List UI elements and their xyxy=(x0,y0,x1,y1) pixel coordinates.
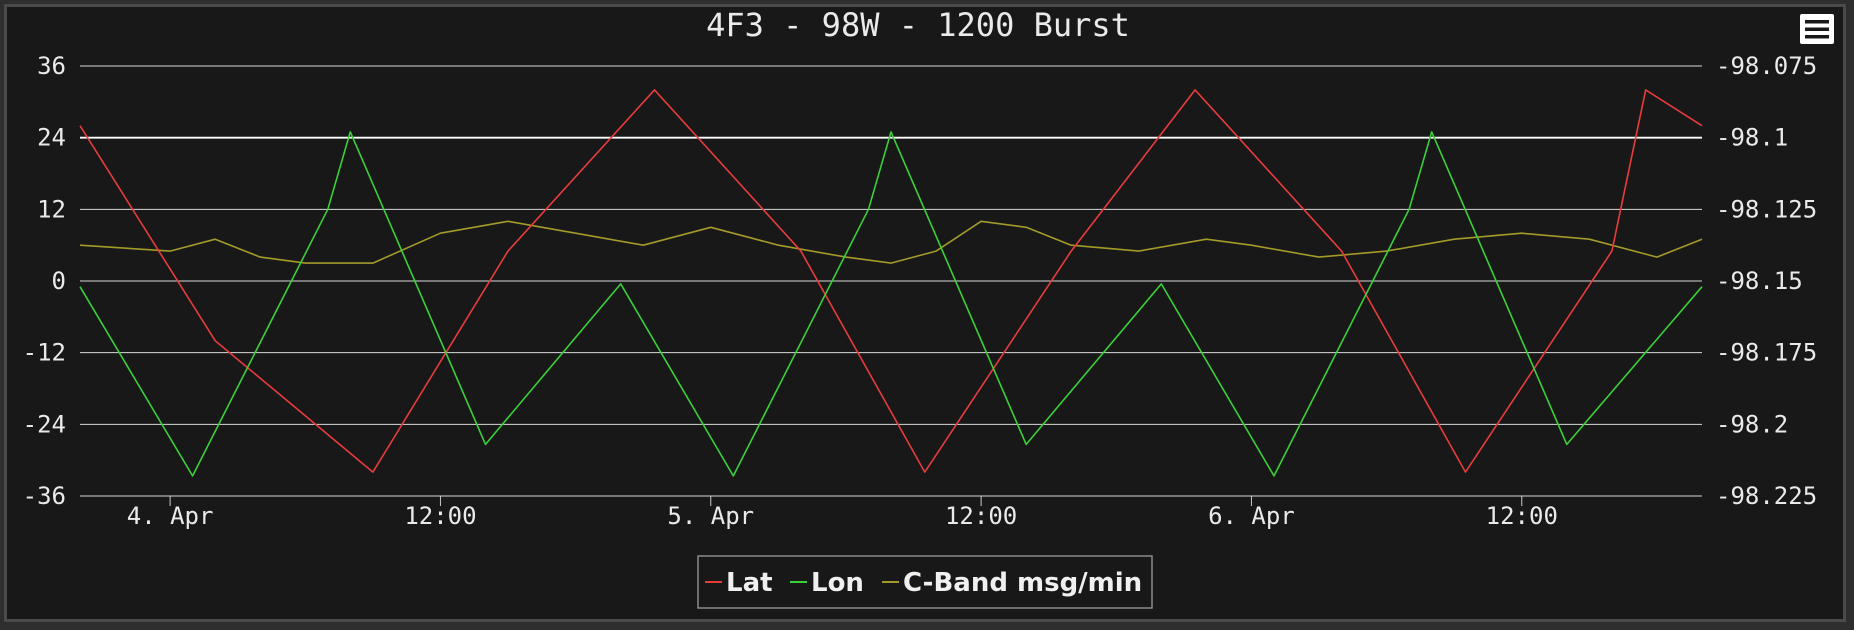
legend-label-lon: Lon xyxy=(811,568,864,598)
y-right-tick-label: -98.075 xyxy=(1716,52,1817,80)
series-line-lon xyxy=(79,131,1703,477)
y-right-tick-label: -98.175 xyxy=(1716,339,1817,367)
y-right-tick-label: -98.125 xyxy=(1716,195,1817,223)
plot-area xyxy=(79,89,1703,477)
grid-lines xyxy=(80,65,1702,497)
hamburger-icon[interactable] xyxy=(1805,20,1829,39)
series-line-c-band-msg-min xyxy=(79,220,1703,264)
legend: Lat Lon C-Band msg/min xyxy=(697,555,1153,609)
y-right-tick-label: -98.1 xyxy=(1716,124,1788,152)
hamburger-line-middle xyxy=(1805,27,1829,31)
y-right-tick-label: -98.225 xyxy=(1716,482,1817,510)
y-left-tick-label: 24 xyxy=(37,124,66,152)
y-left-tick-label: -36 xyxy=(23,482,66,510)
y-axis-left: 36 24 12 0 -12 -24 -36 xyxy=(23,52,66,510)
y-left-tick-label: 0 xyxy=(52,267,66,295)
y-left-tick-label: -12 xyxy=(23,339,66,367)
series-line-lat xyxy=(79,89,1703,473)
y-axis-right: -98.075 -98.1 -98.125 -98.15 -98.175 -98.2 -98… xyxy=(1716,52,1817,510)
y-left-tick-label: -24 xyxy=(23,410,66,438)
x-tick-label: 5. Apr xyxy=(667,502,754,530)
y-left-tick-label: 36 xyxy=(37,52,66,80)
legend-item-lon[interactable]: Lon xyxy=(790,568,864,598)
chart-container xyxy=(4,4,1846,622)
x-tick-label: 12:00 xyxy=(945,502,1017,530)
y-right-tick-label: -98.2 xyxy=(1716,410,1788,438)
x-tick-label: 12:00 xyxy=(404,502,476,530)
menu-button[interactable] xyxy=(1800,14,1834,44)
legend-item-cband[interactable]: C-Band msg/min xyxy=(882,568,1142,598)
y-left-tick-label: 12 xyxy=(37,195,66,223)
y-right-tick-label: -98.15 xyxy=(1716,267,1803,295)
x-tick-label: 4. Apr xyxy=(127,502,214,530)
chart-title: 4F3 - 98W - 1200 Burst xyxy=(706,6,1130,44)
legend-label-lat: Lat xyxy=(726,568,773,598)
x-tick-label: 6. Apr xyxy=(1208,502,1295,530)
legend-box xyxy=(697,555,1153,609)
legend-item-lat[interactable]: Lat xyxy=(705,568,773,598)
x-tick-label: 12:00 xyxy=(1486,502,1558,530)
legend-label-cband: C-Band msg/min xyxy=(903,568,1142,598)
hamburger-line-bottom xyxy=(1805,35,1829,39)
hamburger-line-top xyxy=(1805,20,1829,24)
x-axis: 4. Apr 12:00 5. Apr 12:00 6. Apr 12:00 xyxy=(127,496,1558,530)
